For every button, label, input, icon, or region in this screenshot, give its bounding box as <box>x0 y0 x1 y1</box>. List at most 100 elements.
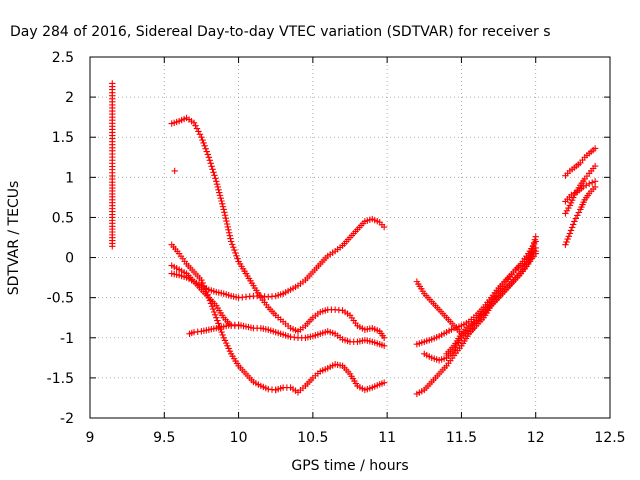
axis-ticks: 9 9.5 10 10.5 11 11.5 12 12.5-2-1.5-1-0.500.511… <box>47 50 626 446</box>
data-point <box>196 131 204 138</box>
data-point <box>214 317 221 324</box>
data-point <box>214 183 221 191</box>
series-arc-k <box>562 145 599 179</box>
data-point <box>232 249 239 257</box>
y-axis-label: SDTVAR / TECUs <box>6 181 22 296</box>
data-points <box>109 80 599 398</box>
data-point <box>219 200 226 208</box>
data-point <box>203 148 210 155</box>
series-isolated-9.57 <box>171 167 178 175</box>
x-tick-label: 10 <box>230 430 248 446</box>
series-arc-c2 <box>279 215 388 297</box>
y-tick-label: 0 <box>65 251 74 267</box>
y-tick-label: 2 <box>65 90 74 106</box>
series-arc-a3 <box>294 306 388 341</box>
data-point <box>222 214 229 222</box>
data-point <box>525 260 532 268</box>
data-point <box>219 331 226 339</box>
data-point <box>575 209 582 216</box>
data-point <box>211 172 218 179</box>
series-arc-d <box>168 262 242 329</box>
data-point <box>525 257 533 265</box>
data-point <box>566 230 574 237</box>
data-point <box>225 226 232 234</box>
data-point <box>219 203 227 210</box>
data-point <box>190 119 198 126</box>
data-point <box>220 206 227 213</box>
data-point <box>227 235 234 242</box>
data-point <box>591 183 599 191</box>
y-tick-label: 2.5 <box>52 50 74 66</box>
data-point <box>213 178 220 185</box>
data-point <box>570 221 577 228</box>
series-arc-a <box>168 114 250 277</box>
data-point <box>221 209 228 216</box>
data-point <box>531 236 539 243</box>
data-point <box>200 139 207 147</box>
data-point <box>231 246 238 254</box>
data-point <box>217 194 224 202</box>
data-point <box>565 233 572 240</box>
data-point <box>215 186 222 193</box>
x-tick-label: 12 <box>527 430 545 446</box>
data-point <box>212 175 219 182</box>
x-tick-label: 11.5 <box>446 430 477 446</box>
data-point <box>210 169 217 176</box>
data-point <box>223 220 231 228</box>
data-point <box>204 151 211 158</box>
data-point <box>193 125 201 132</box>
data-point <box>532 233 539 240</box>
data-point <box>207 160 214 167</box>
data-point <box>571 218 578 225</box>
data-point <box>216 192 224 199</box>
data-point <box>588 179 596 186</box>
series-arc-e <box>186 321 388 349</box>
data-point <box>209 305 217 313</box>
data-point <box>532 247 539 255</box>
data-point <box>199 136 206 144</box>
series-arc-b2 <box>272 361 388 396</box>
y-tick-label: -0.5 <box>47 291 74 307</box>
y-tick-label: 1.5 <box>52 130 74 146</box>
data-point <box>571 190 578 197</box>
data-point <box>563 238 570 246</box>
x-axis-label: GPS time / hours <box>291 458 408 474</box>
y-tick-label: 0.5 <box>52 210 74 226</box>
series-arc-a2 <box>242 270 302 335</box>
data-point <box>564 235 571 243</box>
chart-title: Day 284 of 2016, Sidereal Day-to-day VTE… <box>10 24 551 40</box>
series-arc-j <box>443 233 539 358</box>
x-tick-label: 12.5 <box>594 430 625 446</box>
x-tick-label: 9 <box>86 430 95 446</box>
data-point <box>591 162 599 170</box>
data-point <box>572 215 580 222</box>
data-point <box>562 241 569 248</box>
data-point <box>213 180 221 188</box>
data-point <box>591 145 599 152</box>
data-point <box>233 252 240 260</box>
data-point <box>212 311 219 319</box>
data-point <box>221 212 229 219</box>
data-point <box>530 242 537 249</box>
data-point <box>201 142 208 150</box>
data-point <box>216 189 223 196</box>
data-point <box>380 223 388 231</box>
series-arc-m <box>562 183 599 248</box>
data-point <box>198 276 205 284</box>
data-point <box>209 166 216 173</box>
data-point <box>574 212 581 219</box>
data-point <box>230 244 237 251</box>
data-point <box>195 128 202 135</box>
data-point <box>530 239 538 246</box>
data-point <box>380 342 388 349</box>
data-point <box>591 178 599 185</box>
data-point <box>208 163 215 170</box>
data-point <box>568 224 576 231</box>
x-tick-label: 11 <box>378 430 396 446</box>
data-point <box>526 254 534 262</box>
data-point <box>213 314 220 321</box>
data-point <box>210 308 218 316</box>
y-tick-label: -2 <box>60 411 74 427</box>
data-point <box>225 229 233 236</box>
